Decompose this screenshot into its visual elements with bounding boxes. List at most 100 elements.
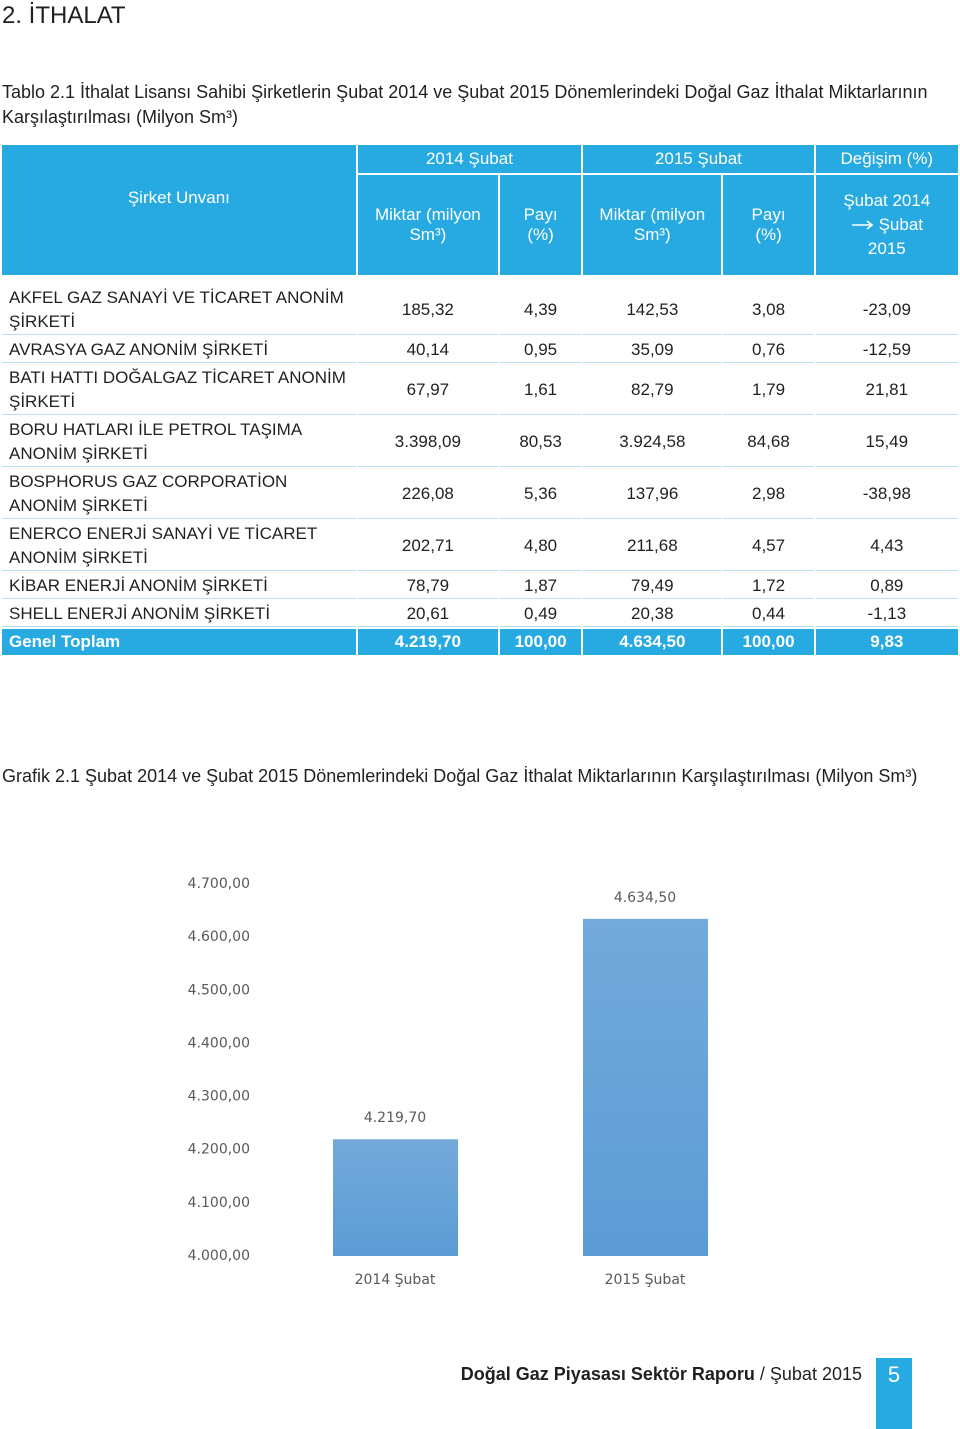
value-cell: 40,14 [357,337,499,363]
value-cell: 78,79 [357,573,499,599]
value-cell: 0,76 [723,337,814,363]
value-cell: 202,71 [357,521,499,571]
value-cell: 1,61 [500,365,582,415]
value-cell: -23,09 [815,285,958,335]
header-cell: Değişim (%) [815,145,958,173]
value-cell: 4,57 [723,521,814,571]
company-cell: AKFEL GAZ SANAYİ VE TİCARET ANONİM ŞİRKE… [2,285,356,335]
total-cell: 4.219,70 [357,629,499,655]
value-cell: 137,96 [583,469,722,519]
value-cell: -1,13 [815,601,958,627]
company-cell: BORU HATLARI İLE PETROL TAŞIMA ANONİM Şİ… [2,417,356,467]
company-cell: KİBAR ENERJİ ANONİM ŞİRKETİ [2,573,356,599]
bar [333,1139,458,1256]
header-cell: Miktar (milyon Sm³) [357,175,499,275]
report-period: / Şubat 2015 [759,1364,862,1384]
total-label: Genel Toplam [2,629,356,655]
header-cell: Miktar (milyon Sm³) [583,175,722,275]
data-row: BORU HATLARI İLE PETROL TAŞIMA ANONİM Şİ… [2,417,958,467]
value-cell: 0,89 [815,573,958,599]
value-cell: 21,81 [815,365,958,415]
header-row: Miktar (milyon Sm³) Payı (%) Miktar (milyo… [2,175,958,275]
data-row: ENERCO ENERJİ SANAYİ VE TİCARET ANONİM Ş… [2,521,958,571]
value-cell: -38,98 [815,469,958,519]
header-cell: 2015 Şubat [583,145,814,173]
data-row: AKFEL GAZ SANAYİ VE TİCARET ANONİM ŞİRKE… [2,285,958,335]
header-cell: Payı (%) [723,175,814,275]
y-tick-label: 4.100,00 [188,1195,250,1211]
value-cell: 3,08 [723,285,814,335]
spacer-row [2,277,958,283]
company-cell: BOSPHORUS GAZ CORPORATİON ANONİM ŞİRKETİ [2,469,356,519]
y-tick-label: 4.600,00 [188,929,250,945]
data-row: AVRASYA GAZ ANONİM ŞİRKETİ 40,14 0,95 35,09… [2,337,958,363]
header-row: Şirket Unvanı 2014 Şubat 2015 Şubat Değişim… [2,145,958,275]
value-cell: 4,80 [500,521,582,571]
total-cell: 4.634,50 [583,629,722,655]
total-cell: 9,83 [815,629,958,655]
header-text: Şubat [878,215,924,234]
company-cell: SHELL ENERJİ ANONİM ŞİRKETİ [2,601,356,627]
value-cell: 1,87 [500,573,582,599]
y-tick-label: 4.200,00 [188,1142,250,1158]
header-text: Payı (%) [751,205,786,244]
y-tick-label: 4.000,00 [188,1248,250,1264]
header-text: Şubat 2014 [843,191,931,210]
value-cell: 84,68 [723,417,814,467]
y-tick-label: 4.700,00 [188,876,250,892]
chart: 4.000,00 4.100,00 4.200,00 4.300,00 4.400,00… [188,876,708,1288]
x-tick-label: 2014 Şubat [355,1272,436,1288]
y-tick-label: 4.400,00 [188,1035,250,1051]
value-cell: 142,53 [583,285,722,335]
arrow [851,220,873,230]
value-cell: 0,49 [500,601,582,627]
data-row: BOSPHORUS GAZ CORPORATİON ANONİM ŞİRKETİ… [2,469,958,519]
header-cell: Payı (%) [500,175,582,275]
company-cell: ENERCO ENERJİ SANAYİ VE TİCARET ANONİM Ş… [2,521,356,571]
import-table: Şirket Unvanı 2014 Şubat 2015 Şubat Değişim… [0,143,960,657]
page-number: 5 [876,1358,912,1429]
value-cell: 35,09 [583,337,722,363]
footer: Doğal Gaz Piyasası Sektör Raporu / Şubat… [461,1364,862,1385]
value-cell: 211,68 [583,521,722,571]
value-cell: 0,44 [723,601,814,627]
header-text: Miktar (milyon Sm³) [599,205,706,244]
value-cell: 4,39 [500,285,582,335]
value-label: 4.219,70 [364,1110,426,1126]
table-caption: Tablo 2.1 İthalat Lisansı Sahibi Şirketl… [2,82,928,127]
total-cell: 100,00 [723,629,814,655]
data-row: BATI HATTI DOĞALGAZ TİCARET ANONİM ŞİRKE… [2,365,958,415]
header-text: Şirket Unvanı [127,188,230,207]
header-cell: Şubat 2014 Şubat 2015 [815,175,958,275]
value-cell: 80,53 [500,417,582,467]
section-heading: 2. İTHALAT [2,2,126,29]
header-text: Payı (%) [523,205,558,244]
bar [583,918,708,1256]
data-row: SHELL ENERJİ ANONİM ŞİRKETİ 20,61 0,49 20,3… [2,601,958,627]
header-cell: Şirket Unvanı [2,145,356,275]
value-cell: 1,79 [723,365,814,415]
value-cell: 4,43 [815,521,958,571]
company-cell: AVRASYA GAZ ANONİM ŞİRKETİ [2,337,356,363]
report-title: Doğal Gaz Piyasası Sektör Raporu [460,1364,755,1384]
value-cell: 1,72 [723,573,814,599]
header-text: 2015 [867,239,906,258]
value-cell: 15,49 [815,417,958,467]
header-line: Şubat [816,213,958,237]
value-cell: 67,97 [357,365,499,415]
y-tick-label: 4.500,00 [188,982,250,998]
value-cell: 185,32 [357,285,499,335]
total-row: Genel Toplam 4.219,70 100,00 4.634,50 100,00… [2,629,958,655]
value-label: 4.634,50 [614,890,676,906]
arrow-icon [851,220,873,230]
x-tick-label: 2015 Şubat [605,1272,686,1288]
value-cell: 79,49 [583,573,722,599]
value-cell: 226,08 [357,469,499,519]
total-cell: 100,00 [500,629,582,655]
company-cell: BATI HATTI DOĞALGAZ TİCARET ANONİM ŞİRKE… [2,365,356,415]
value-cell: 3.924,58 [583,417,722,467]
value-cell: 82,79 [583,365,722,415]
y-tick-label: 4.300,00 [188,1089,250,1105]
header-text: Miktar (milyon Sm³) [374,205,481,244]
